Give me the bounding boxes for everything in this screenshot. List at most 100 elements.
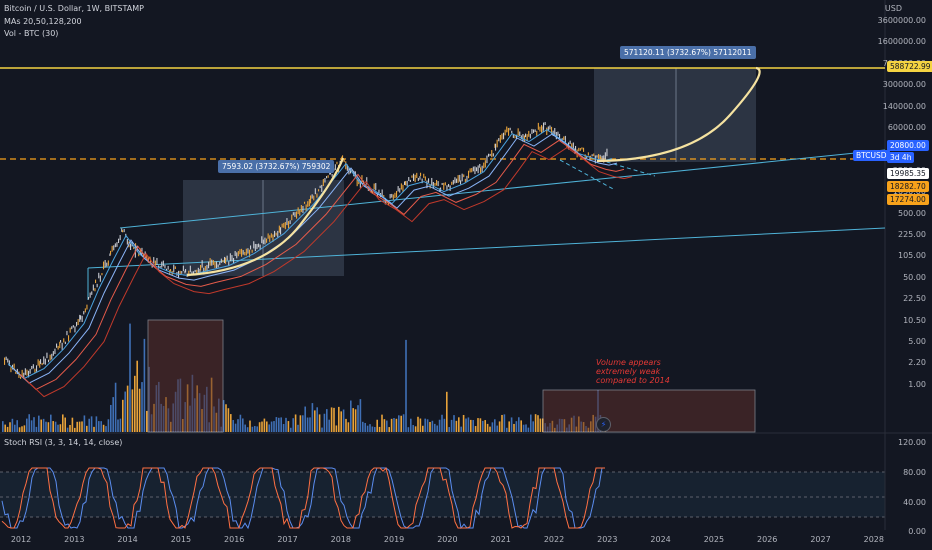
- price-candle: [204, 265, 206, 272]
- stoch-rsi-legend[interactable]: Stoch RSI (3, 3, 14, 14, close): [4, 438, 123, 447]
- price-candle: [5, 356, 7, 361]
- price-candle: [116, 242, 118, 247]
- price-candle: [184, 270, 186, 274]
- year-tick-label: 2016: [224, 535, 245, 544]
- volume-bar: [40, 419, 42, 432]
- price-candle: [392, 194, 394, 200]
- price-candle: [554, 128, 556, 135]
- price-candle: [531, 128, 533, 134]
- volume-note[interactable]: Volume appears extremely weak compared t…: [596, 358, 670, 385]
- price-candle: [426, 180, 428, 189]
- price-candle: [489, 153, 491, 156]
- volume-bar: [42, 418, 45, 432]
- price-candle: [71, 326, 73, 330]
- price-candle: [244, 251, 246, 256]
- price-candle: [54, 348, 56, 355]
- volume-bar: [66, 427, 69, 432]
- price-candle: [318, 189, 320, 192]
- price-candle: [185, 269, 187, 273]
- year-tick-label: 2020: [437, 535, 458, 544]
- price-candle: [208, 261, 210, 269]
- price-candle: [481, 165, 483, 172]
- volume-bar: [539, 418, 542, 432]
- price-candle: [457, 175, 459, 183]
- price-candle: [327, 175, 329, 178]
- volume-bar: [431, 420, 434, 432]
- price-candle: [537, 122, 539, 130]
- volume-bar: [273, 421, 275, 432]
- price-candle: [596, 155, 598, 158]
- price-candle: [488, 153, 490, 157]
- price-candle: [236, 252, 238, 259]
- price-candle: [191, 271, 193, 275]
- volume-bar: [69, 424, 71, 432]
- price-candle: [454, 177, 456, 184]
- price-candle: [329, 172, 331, 175]
- price-candle: [59, 341, 61, 349]
- symbol-badge[interactable]: BTCUSD: [853, 150, 890, 161]
- price-candle: [291, 214, 293, 221]
- price-candle: [77, 319, 79, 326]
- volume-bar: [309, 417, 311, 432]
- price-candle: [400, 183, 402, 190]
- price-candle: [299, 209, 301, 216]
- price-candle: [196, 269, 198, 275]
- price-candle: [308, 199, 310, 207]
- measure-label-2016[interactable]: 7593.02 (3732.67%) 759302: [218, 160, 335, 173]
- last-price-badge: 20800.00: [887, 140, 929, 151]
- lightning-icon[interactable]: ⚡: [596, 417, 611, 432]
- price-candle: [104, 260, 106, 268]
- volume-bar: [330, 407, 333, 432]
- price-candle: [74, 326, 76, 333]
- price-candle: [509, 127, 511, 131]
- volume-bar: [251, 426, 254, 432]
- volume-bar: [222, 400, 225, 432]
- volume-bar: [321, 427, 323, 432]
- volume-bar: [112, 397, 114, 432]
- price-candle: [466, 175, 468, 182]
- price-candle: [81, 315, 83, 323]
- price-candle: [143, 253, 145, 260]
- volume-bar: [258, 422, 261, 432]
- price-candle: [345, 161, 347, 170]
- price-candle: [411, 175, 413, 178]
- price-candle: [300, 205, 302, 213]
- price-candle: [468, 170, 470, 179]
- price-candle: [139, 248, 141, 255]
- price-candle: [604, 152, 606, 160]
- volume-bar: [450, 419, 453, 432]
- volume-bar: [18, 427, 21, 432]
- price-candle: [247, 248, 249, 254]
- price-candle: [311, 194, 313, 199]
- volume-bar: [254, 425, 256, 432]
- volume-legend[interactable]: Vol - BTC (30): [4, 29, 59, 38]
- volume-bar: [374, 427, 376, 432]
- price-candle: [76, 321, 78, 327]
- measure-label-2023[interactable]: 571120.11 (3732.67%) 57112011: [620, 46, 756, 59]
- price-candle: [477, 165, 479, 174]
- volume-bar: [16, 420, 18, 432]
- price-candle: [149, 256, 151, 259]
- price-candle: [245, 248, 247, 256]
- volume-bar: [486, 423, 489, 432]
- volume-bar: [417, 416, 419, 432]
- volume-bar: [261, 421, 263, 432]
- volume-bar: [494, 419, 496, 432]
- volume-bar: [352, 408, 354, 432]
- price-candle: [51, 353, 53, 360]
- volume-bar: [249, 420, 251, 432]
- price-tick-label: 225.00: [898, 230, 926, 239]
- price-candle: [43, 356, 45, 365]
- volume-bar: [362, 421, 364, 432]
- ma-200-line: [27, 146, 633, 398]
- price-candle: [96, 283, 98, 288]
- ma-legend[interactable]: MAs 20,50,128,200: [4, 17, 82, 26]
- volume-bar: [506, 427, 508, 432]
- symbol-title[interactable]: Bitcoin / U.S. Dollar, 1W, BITSTAMP: [4, 4, 144, 13]
- price-candle: [122, 230, 124, 233]
- volume-bar: [414, 426, 417, 432]
- price-candle: [397, 186, 399, 192]
- price-candle: [222, 259, 224, 263]
- ma-50-line: [12, 133, 618, 384]
